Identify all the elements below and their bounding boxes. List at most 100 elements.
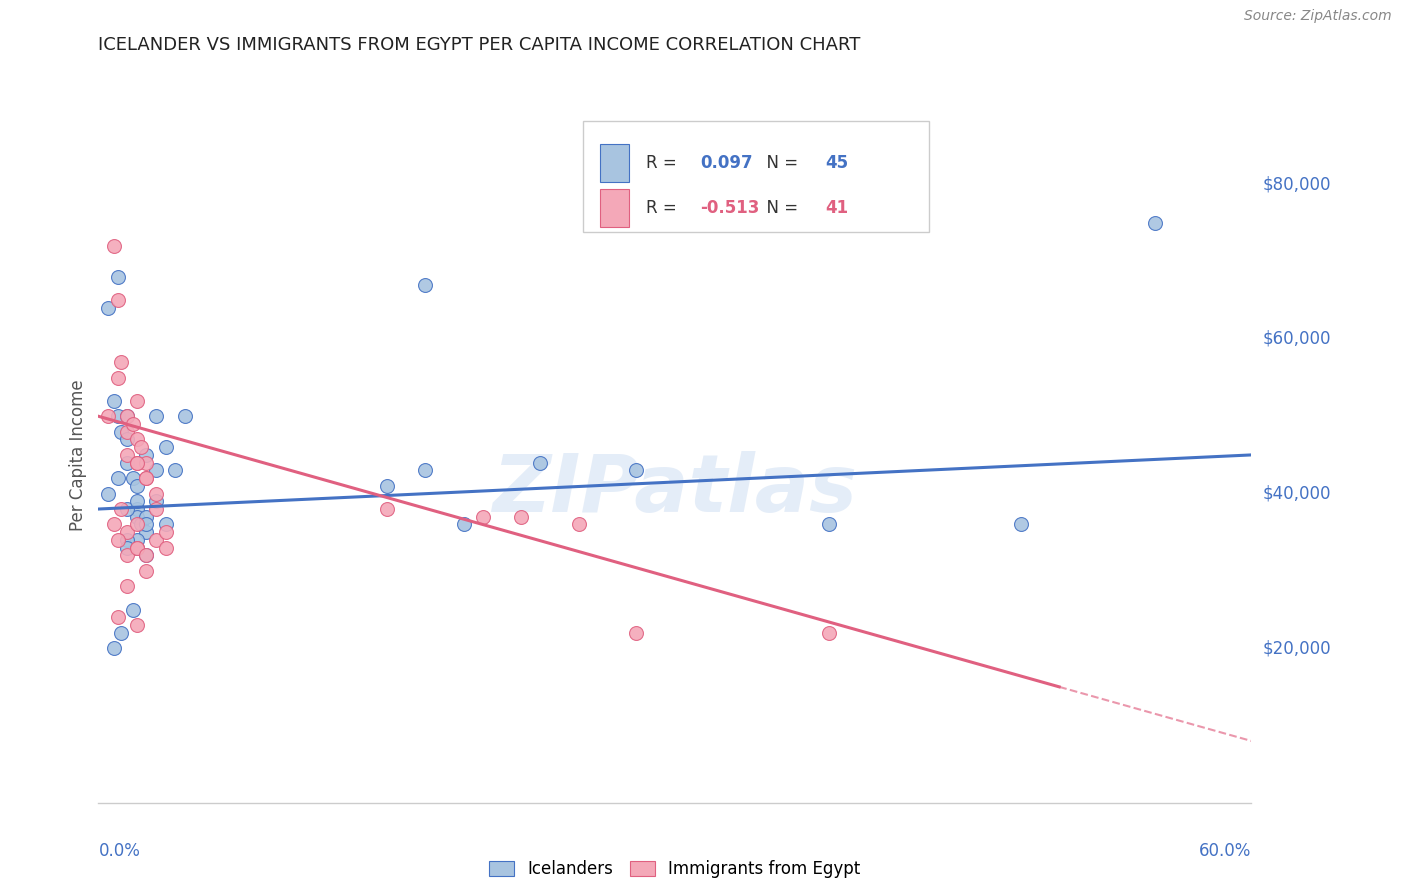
Text: $20,000: $20,000 [1263, 640, 1331, 657]
Point [125, 517, 148, 532]
Point [145, 463, 167, 477]
Point [375, 479, 398, 493]
Text: N =: N = [755, 153, 803, 171]
Point [155, 525, 177, 540]
Point [122, 471, 145, 485]
Point [107, 293, 129, 308]
Point [1010, 517, 1032, 532]
Point [453, 517, 475, 532]
Point [135, 471, 157, 485]
Text: Source: ZipAtlas.com: Source: ZipAtlas.com [1244, 9, 1392, 23]
Point [626, 625, 648, 640]
Point [117, 525, 138, 540]
Text: $40,000: $40,000 [1263, 484, 1331, 502]
Text: -0.513: -0.513 [700, 199, 759, 217]
Text: $80,000: $80,000 [1263, 176, 1331, 194]
Point [117, 425, 138, 439]
Point [145, 486, 167, 500]
Point [155, 440, 177, 454]
Point [125, 502, 148, 516]
Text: ICELANDER VS IMMIGRANTS FROM EGYPT PER CAPITA INCOME CORRELATION CHART: ICELANDER VS IMMIGRANTS FROM EGYPT PER C… [98, 36, 860, 54]
Point [110, 355, 132, 369]
Point [817, 625, 839, 640]
Point [135, 509, 157, 524]
Point [817, 517, 839, 532]
Legend: Icelanders, Immigrants from Egypt: Icelanders, Immigrants from Egypt [482, 854, 868, 885]
Point [122, 417, 145, 431]
Point [122, 602, 145, 616]
Point [375, 502, 398, 516]
Point [129, 440, 152, 454]
Point [165, 463, 187, 477]
Point [125, 456, 148, 470]
Point [135, 471, 157, 485]
Point [145, 494, 167, 508]
Text: R =: R = [647, 153, 682, 171]
Point [117, 409, 138, 424]
Point [107, 409, 129, 424]
Text: $60,000: $60,000 [1263, 330, 1331, 348]
Point [135, 549, 157, 563]
Point [107, 533, 129, 547]
Text: 0.097: 0.097 [700, 153, 752, 171]
Point [117, 433, 138, 447]
Point [129, 517, 152, 532]
Point [626, 463, 648, 477]
Point [117, 456, 138, 470]
Point [107, 370, 129, 384]
Point [103, 641, 125, 656]
Point [125, 618, 148, 632]
Point [413, 277, 436, 292]
Text: 45: 45 [825, 153, 848, 171]
Point [103, 517, 125, 532]
Point [155, 517, 177, 532]
Point [125, 541, 148, 555]
Point [145, 533, 167, 547]
Point [145, 409, 167, 424]
Point [97, 486, 120, 500]
Point [117, 448, 138, 462]
Point [117, 409, 138, 424]
Y-axis label: Per Capita Income: Per Capita Income [69, 379, 87, 531]
Point [125, 433, 148, 447]
Point [107, 471, 129, 485]
Point [135, 549, 157, 563]
Point [413, 463, 436, 477]
Point [117, 549, 138, 563]
Point [117, 502, 138, 516]
Point [471, 509, 494, 524]
Point [135, 525, 157, 540]
Point [125, 393, 148, 408]
Text: N =: N = [755, 199, 803, 217]
Point [110, 425, 132, 439]
Text: R =: R = [647, 199, 682, 217]
Bar [600, 144, 628, 182]
Point [135, 448, 157, 462]
Point [117, 533, 138, 547]
Point [117, 541, 138, 555]
Bar [582, 121, 928, 232]
Point [125, 479, 148, 493]
Point [97, 301, 120, 315]
Point [125, 494, 148, 508]
Point [107, 610, 129, 624]
Point [135, 564, 157, 578]
Point [107, 270, 129, 285]
Text: 0.0%: 0.0% [98, 842, 141, 860]
Point [125, 541, 148, 555]
Point [125, 456, 148, 470]
Point [125, 509, 148, 524]
Point [174, 409, 197, 424]
Point [117, 579, 138, 593]
Point [155, 541, 177, 555]
Point [97, 409, 120, 424]
Point [110, 625, 132, 640]
Text: ZIPatlas: ZIPatlas [492, 450, 858, 529]
Point [510, 509, 533, 524]
Text: 41: 41 [825, 199, 848, 217]
Point [125, 533, 148, 547]
Bar [600, 189, 628, 227]
Point [135, 456, 157, 470]
Point [568, 517, 591, 532]
Point [103, 239, 125, 253]
